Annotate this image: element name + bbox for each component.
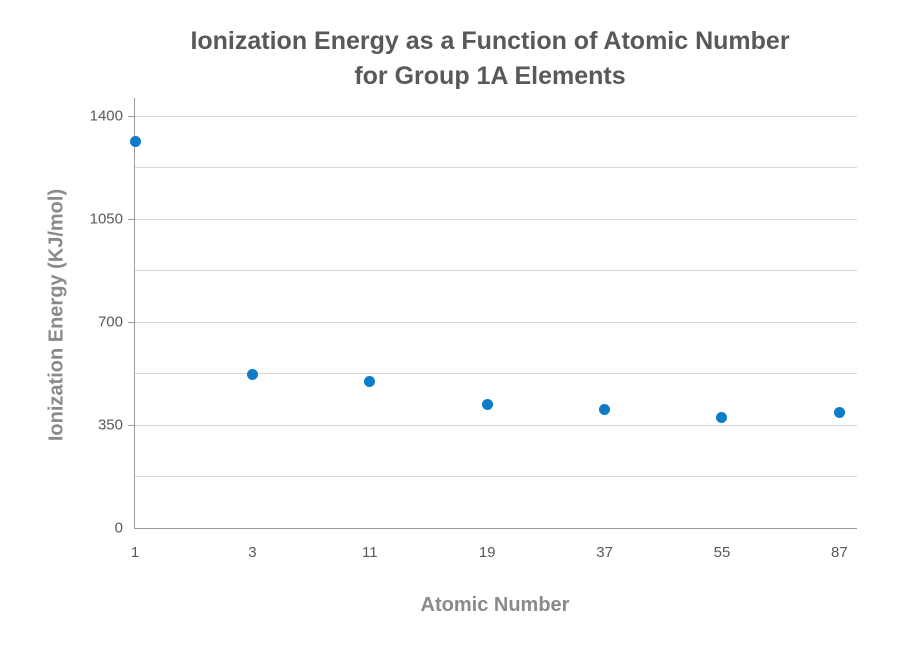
x-tick-label: 87 — [831, 544, 848, 561]
y-tick-label: 700 — [97, 313, 123, 331]
x-tick-label: 11 — [361, 544, 378, 561]
data-point[interactable] — [716, 411, 728, 423]
data-point[interactable] — [364, 376, 376, 388]
chart-title-line-2: for Group 1A Elements — [354, 62, 626, 90]
x-tick-label: 3 — [248, 544, 257, 561]
x-tick-label: 1 — [130, 544, 140, 561]
plot-area: 0 350 700 1050 1400 1 3 11 19 37 55 87 — [90, 98, 857, 561]
y-axis-tick — [128, 321, 135, 323]
y-axis-tick — [128, 424, 135, 426]
x-tick-label: 19 — [478, 544, 496, 561]
data-point[interactable] — [246, 369, 258, 381]
y-gridline — [135, 476, 857, 478]
y-gridline — [135, 218, 857, 220]
y-tick-label: 1050 — [89, 210, 123, 228]
y-gridline — [135, 321, 857, 323]
data-point[interactable] — [129, 136, 141, 148]
chart-title-line-1: Ionization Energy as a Function of Atomi… — [190, 27, 790, 55]
x-tick-label: 37 — [596, 544, 613, 561]
y-axis-tick — [128, 218, 135, 220]
data-point[interactable] — [833, 406, 845, 418]
y-tick-label: 0 — [114, 519, 123, 537]
x-tick-label: 55 — [713, 544, 731, 561]
y-tick-label: 350 — [97, 416, 123, 434]
y-gridline — [135, 270, 857, 272]
y-tick-label: 1400 — [89, 107, 123, 125]
chart-title: Ionization Energy as a Function of Atomi… — [120, 24, 860, 94]
x-axis-title: Atomic Number — [420, 594, 570, 616]
y-gridline — [135, 373, 857, 375]
data-point[interactable] — [481, 399, 493, 411]
data-point[interactable] — [599, 403, 611, 415]
y-axis-tick — [128, 115, 135, 117]
y-gridline — [135, 167, 857, 169]
y-axis-title: Ionization Energy (KJ/mol) — [45, 188, 68, 442]
y-gridline — [135, 115, 857, 117]
y-gridline — [135, 424, 857, 426]
